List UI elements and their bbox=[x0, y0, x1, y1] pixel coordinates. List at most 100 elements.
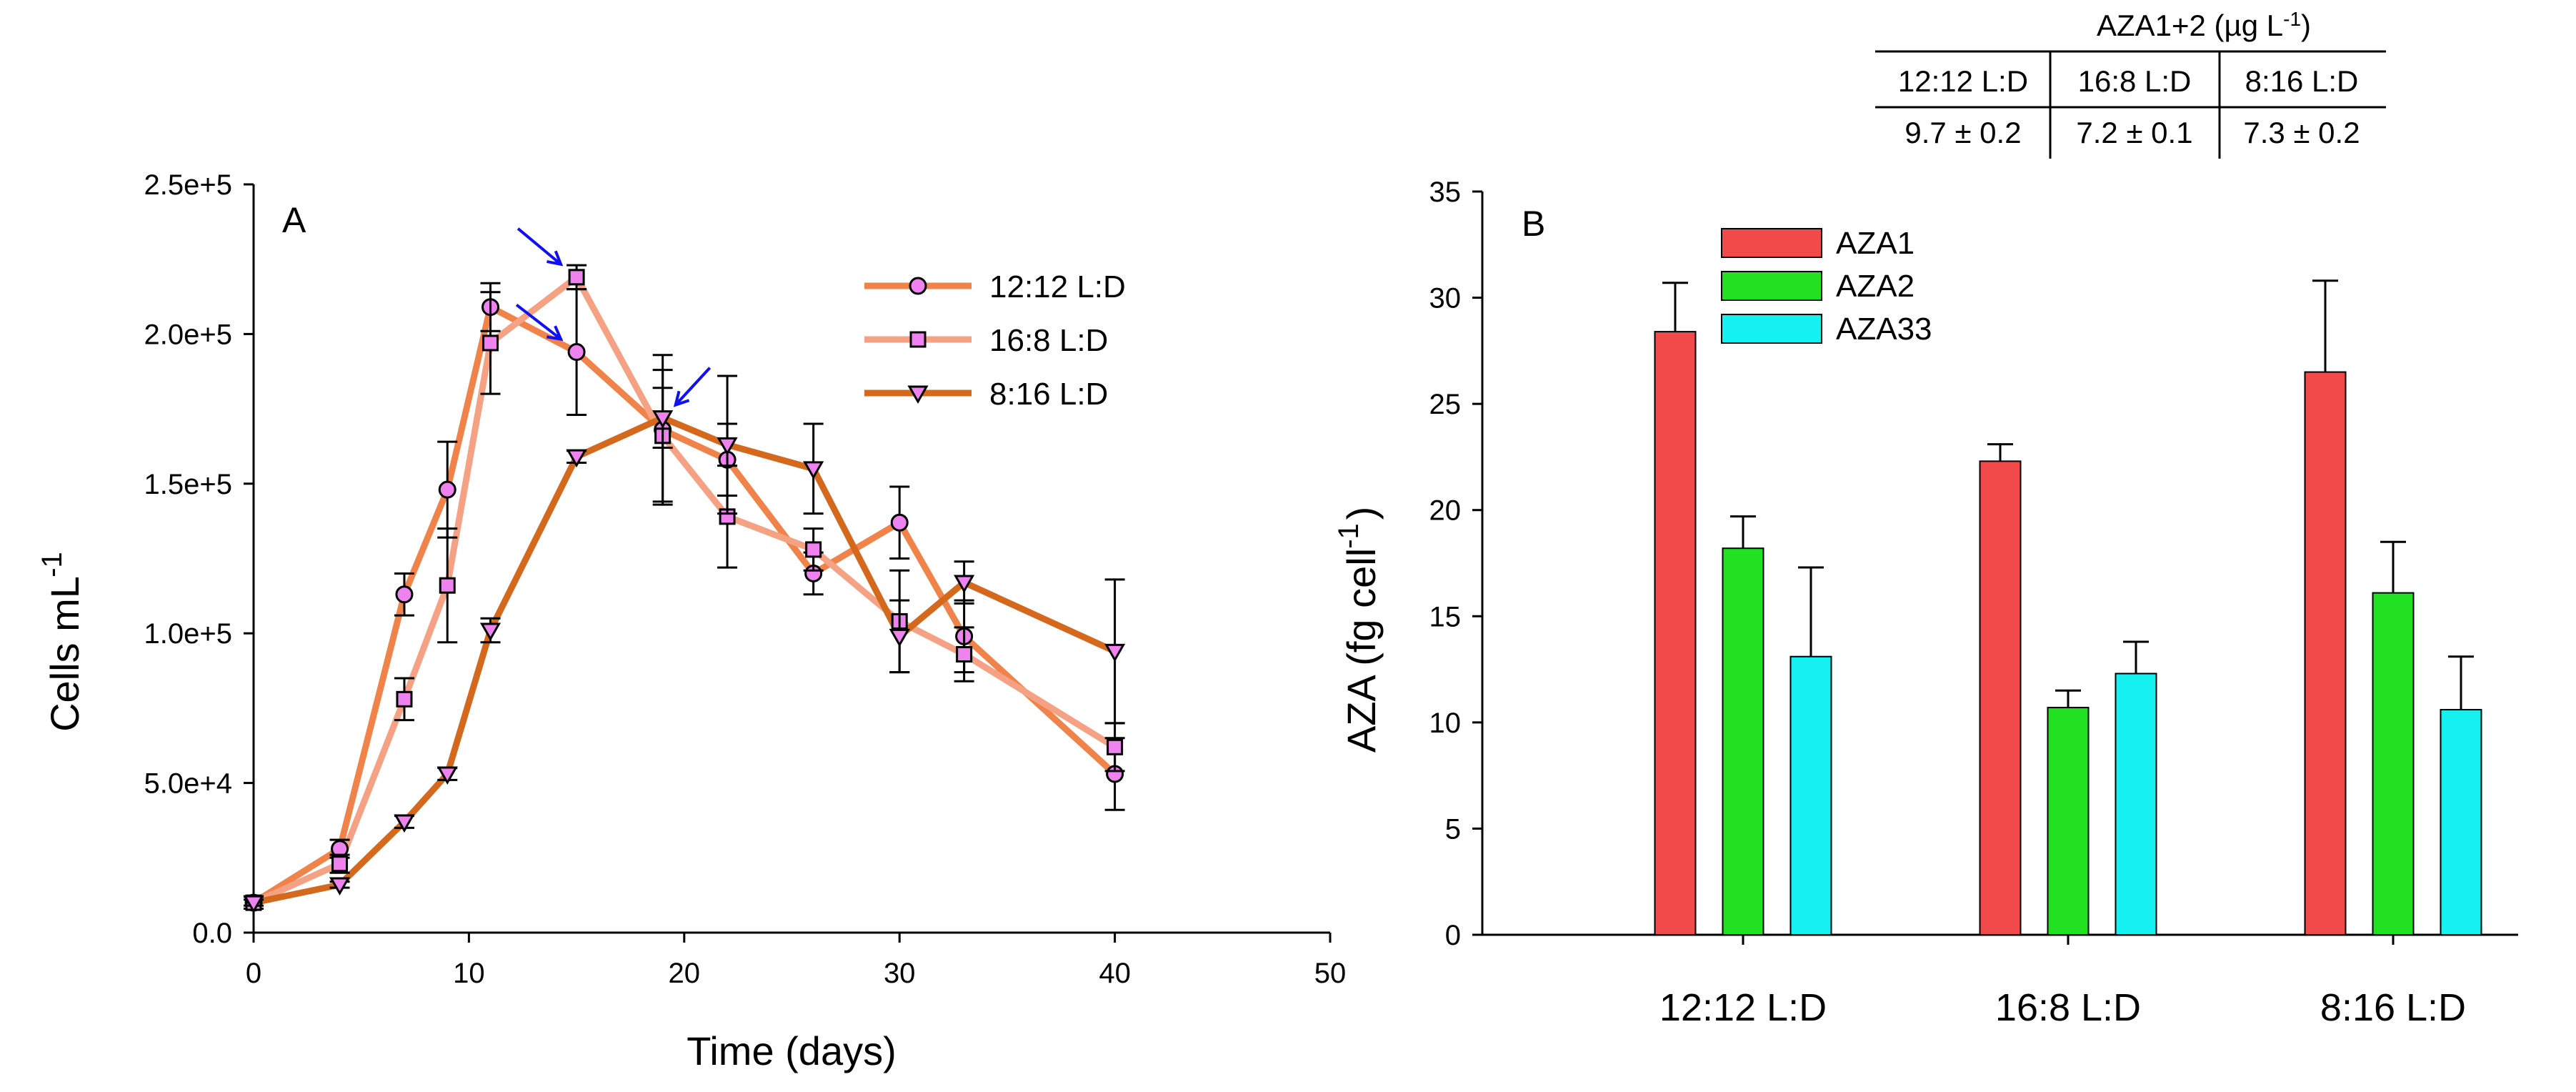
bar-aza1 bbox=[1654, 331, 1697, 936]
panel-b: 0 5 10 15 20 25 30 35 12:12 L:D 16:8 L:D 8:16 L:D… bbox=[1333, 177, 2518, 1029]
panel-b-y-tick-label: 30 bbox=[1429, 283, 1462, 314]
panel-b-y-axis-label-end: ) bbox=[1339, 507, 1384, 520]
bar-aza2 bbox=[2047, 707, 2090, 935]
data-point bbox=[567, 343, 586, 362]
arrow-marker bbox=[515, 303, 564, 342]
data-point bbox=[479, 622, 501, 642]
data-point bbox=[436, 766, 458, 785]
legend-label: AZA2 bbox=[1836, 269, 1914, 304]
bar-error bbox=[2380, 540, 2406, 593]
bar-aza33 bbox=[2115, 672, 2157, 935]
panel-b-y-tick-label: 10 bbox=[1429, 708, 1462, 739]
legend-label: 8:16 L:D bbox=[989, 377, 1108, 412]
series-points-square bbox=[244, 264, 1125, 911]
legend-marker bbox=[909, 331, 927, 348]
panel-a-y-ticks: 0.0 5.0e+4 1.0e+5 1.5e+5 2.0e+5 2.5e+5 bbox=[144, 169, 254, 949]
table-header: 16:8 L:D bbox=[2078, 64, 2192, 98]
panel-b-label: B bbox=[1522, 204, 1545, 244]
data-point bbox=[956, 646, 973, 663]
panel-a-y-axis-label-text: Cells mL bbox=[42, 576, 87, 732]
panel-b-legend: AZA1 AZA2 AZA33 bbox=[1721, 226, 1932, 347]
bar-error bbox=[2312, 279, 2338, 372]
panel-a-y-tick-label: 1.0e+5 bbox=[144, 618, 232, 650]
table-header: 12:12 L:D bbox=[1898, 64, 2028, 98]
data-point bbox=[243, 895, 264, 914]
data-point bbox=[482, 334, 499, 352]
table-title: AZA1+2 (µg L-1) bbox=[2097, 8, 2311, 42]
data-point bbox=[395, 585, 414, 604]
panel-b-y-tick-label: 15 bbox=[1429, 601, 1462, 632]
panel-a-x-tick-label: 40 bbox=[1099, 958, 1131, 989]
data-point bbox=[889, 628, 910, 647]
legend-swatch bbox=[1721, 271, 1822, 301]
panel-b-y-axis-label-text: AZA (fg cell bbox=[1339, 548, 1384, 753]
panel-b-y-tick-label: 5 bbox=[1445, 813, 1461, 845]
data-point bbox=[396, 690, 413, 708]
bar-aza2 bbox=[2372, 592, 2415, 935]
data-point bbox=[1107, 738, 1124, 755]
data-point bbox=[438, 480, 456, 499]
panel-a-series bbox=[243, 264, 1126, 914]
panel-a-y-tick-label: 0.0 bbox=[192, 918, 232, 949]
bar-error bbox=[1730, 515, 1756, 549]
table-cell: 7.3 ± 0.2 bbox=[2243, 116, 2360, 149]
bar-aza1 bbox=[1979, 460, 2022, 935]
panel-a-y-tick-label: 5.0e+4 bbox=[144, 768, 232, 800]
data-point bbox=[439, 577, 456, 594]
series-triangle bbox=[253, 415, 1117, 906]
table-title-end: ) bbox=[2301, 9, 2311, 42]
series-line bbox=[251, 304, 1117, 905]
data-point bbox=[331, 855, 349, 873]
panel-a-y-tick-label: 1.5e+5 bbox=[144, 469, 232, 500]
panel-a-x-ticks: 0 10 20 30 40 50 bbox=[246, 933, 1346, 989]
category-label: 12:12 L:D bbox=[1659, 986, 1827, 1029]
table-cell: 9.7 ± 0.2 bbox=[1904, 116, 2021, 149]
table-header: 8:16 L:D bbox=[2245, 64, 2359, 98]
panel-a-x-tick-label: 0 bbox=[246, 958, 261, 989]
series-circle bbox=[251, 304, 1117, 905]
panel-a-y-axis-label: Cells mL -1 bbox=[36, 552, 87, 732]
panel-a-x-tick-label: 10 bbox=[453, 958, 485, 989]
arrow-marker bbox=[516, 227, 564, 267]
panel-a-y-tick-label: 2.0e+5 bbox=[144, 319, 232, 350]
legend-marker bbox=[909, 277, 927, 295]
panel-b-y-tick-label: 35 bbox=[1429, 177, 1462, 208]
data-point bbox=[805, 541, 822, 558]
table-title-superscript: -1 bbox=[2283, 8, 2301, 30]
series-points-triangle bbox=[243, 374, 1126, 914]
data-point bbox=[652, 410, 674, 429]
panel-b-y-tick-label: 25 bbox=[1429, 389, 1462, 420]
bar-aza33 bbox=[2440, 709, 2482, 935]
panel-b-y-tick-label: 0 bbox=[1445, 920, 1461, 951]
data-point bbox=[1104, 643, 1126, 662]
bar-aza33 bbox=[1789, 655, 1832, 935]
panel-b-y-ticks: 0 5 10 15 20 25 30 35 bbox=[1429, 177, 1482, 951]
arrow-marker bbox=[673, 367, 712, 407]
panel-b-y-axis-label: AZA (fg cell -1 ) bbox=[1333, 507, 1384, 753]
bar-error bbox=[2448, 655, 2474, 710]
table-cell: 7.2 ± 0.1 bbox=[2076, 116, 2192, 149]
panel-a-x-axis-label: Time (days) bbox=[687, 1028, 897, 1073]
panel-b-y-tick-label: 20 bbox=[1429, 495, 1462, 527]
panel-a-x-tick-label: 20 bbox=[669, 958, 701, 989]
panel-a-legend: 12:12 L:D 16:8 L:D 8:16 L:D bbox=[864, 269, 1126, 412]
legend-label: AZA1 bbox=[1836, 226, 1914, 261]
category-label: 16:8 L:D bbox=[1995, 986, 2141, 1029]
panel-a-x-tick-label: 50 bbox=[1314, 958, 1347, 989]
legend-swatch bbox=[1721, 228, 1822, 258]
data-point bbox=[717, 437, 738, 456]
data-point bbox=[568, 269, 585, 286]
category-label: 8:16 L:D bbox=[2320, 986, 2466, 1029]
panel-a-arrows bbox=[515, 227, 712, 407]
aza-table: AZA1+2 (µg L-1) 12:12 L:D 16:8 L:D 8:16 … bbox=[1875, 8, 2386, 159]
bar-error bbox=[1798, 566, 1824, 657]
legend-swatch bbox=[1721, 314, 1822, 344]
panel-b-y-axis-label-superscript: -1 bbox=[1333, 523, 1364, 549]
series-line bbox=[253, 415, 1117, 906]
panel-b-axes bbox=[1481, 192, 2518, 936]
panel-a-y-tick-label: 2.5e+5 bbox=[144, 169, 232, 201]
bar-error bbox=[1662, 282, 1688, 332]
bar-error bbox=[2123, 640, 2149, 674]
legend-label: AZA33 bbox=[1836, 312, 1932, 347]
